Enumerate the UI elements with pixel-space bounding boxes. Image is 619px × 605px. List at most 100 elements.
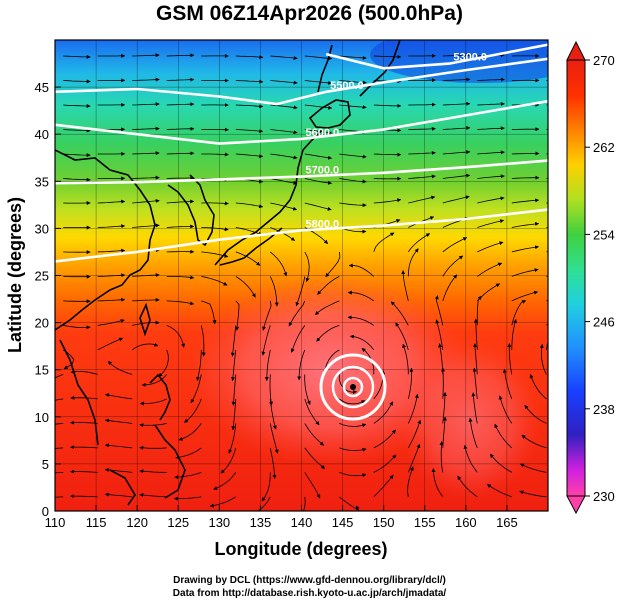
streamline xyxy=(339,472,367,478)
streamline xyxy=(174,472,202,480)
streamline xyxy=(262,300,272,331)
streamline xyxy=(347,315,375,326)
streamline xyxy=(158,349,169,377)
contour-line xyxy=(325,43,548,70)
streamline xyxy=(442,150,471,155)
streamline xyxy=(173,496,202,501)
streamline xyxy=(201,152,229,157)
streamline xyxy=(141,374,167,387)
streamline xyxy=(347,290,375,302)
streamline xyxy=(442,237,468,253)
contour-label: 5600.0 xyxy=(306,127,340,139)
streamline xyxy=(55,472,64,474)
y-tick-label: 5 xyxy=(42,457,49,472)
contour-line xyxy=(55,99,548,145)
streamline xyxy=(132,273,160,278)
height-contours: 5800.0 5700.0 5600.0 5500.0 5300.0 xyxy=(55,43,548,263)
streamline xyxy=(407,466,414,497)
contour-line xyxy=(55,159,548,185)
x-tick-label: 110 xyxy=(45,515,66,530)
streamline xyxy=(339,423,367,428)
streamline xyxy=(507,343,513,375)
streamline xyxy=(264,349,271,382)
x-axis: 110 115 120 125 130 135 140 145 150 155 160 165 xyxy=(45,505,518,530)
streamline xyxy=(201,300,217,325)
streamline xyxy=(139,398,167,406)
streamline xyxy=(166,224,195,229)
streamline xyxy=(297,349,306,381)
streamline xyxy=(442,77,471,82)
streamline xyxy=(511,319,517,350)
streamline xyxy=(175,447,202,460)
streamline xyxy=(395,322,409,351)
streamline xyxy=(269,423,279,454)
streamline xyxy=(70,369,98,375)
streamline xyxy=(131,342,159,351)
streamline xyxy=(408,150,436,155)
streamline xyxy=(270,178,298,185)
streamline xyxy=(304,178,332,185)
y-tick-label: 35 xyxy=(35,174,49,189)
streamline xyxy=(304,202,332,211)
streamline xyxy=(269,447,277,479)
streamline xyxy=(477,283,501,302)
streamline xyxy=(442,126,471,131)
streamline xyxy=(209,496,236,508)
grid-lines xyxy=(55,40,548,511)
streamline xyxy=(407,367,414,399)
y-tick-label: 10 xyxy=(35,410,49,425)
streamline xyxy=(339,153,367,159)
streamline xyxy=(339,104,367,110)
streamline xyxy=(519,490,547,498)
streamline xyxy=(270,104,298,110)
streamline xyxy=(63,128,91,133)
streamline xyxy=(348,263,375,277)
streamline xyxy=(471,392,478,424)
contour-label: 5300.0 xyxy=(453,52,487,64)
streamline xyxy=(220,447,237,474)
credit-data: Data from http://database.rish.kyoto-u.a… xyxy=(172,588,447,599)
streamline xyxy=(270,80,298,85)
y-tick-label: 40 xyxy=(35,127,49,142)
streamline xyxy=(511,198,540,204)
streamline xyxy=(473,318,478,350)
streamline xyxy=(139,469,167,474)
streamline xyxy=(55,398,64,401)
streamline xyxy=(339,55,367,60)
streamline xyxy=(63,153,91,158)
streamline xyxy=(477,101,505,106)
streamline xyxy=(314,300,340,316)
streamline xyxy=(303,496,306,511)
colorbar-bottom-arrow xyxy=(566,495,586,515)
streamline xyxy=(201,227,229,232)
streamline xyxy=(190,374,202,404)
streamline xyxy=(442,416,447,448)
streamlines xyxy=(55,53,548,511)
streamline xyxy=(434,295,444,326)
streamline xyxy=(139,445,167,450)
streamline xyxy=(477,174,505,179)
streamline xyxy=(97,273,126,278)
x-tick-label: 120 xyxy=(126,515,148,530)
streamline xyxy=(373,454,397,473)
streamline xyxy=(70,395,98,400)
streamline xyxy=(63,79,91,84)
coastline-kamchatka xyxy=(359,40,401,97)
streamline xyxy=(270,129,298,135)
streamline xyxy=(55,496,64,498)
streamline xyxy=(235,55,264,60)
streamline xyxy=(132,320,160,326)
streamline xyxy=(477,196,505,204)
streamline xyxy=(55,423,64,425)
streamline xyxy=(55,447,64,449)
streamline xyxy=(408,102,436,107)
streamline xyxy=(304,104,333,110)
streamline xyxy=(477,150,505,155)
streamline xyxy=(349,334,375,351)
y-tick-label: 15 xyxy=(35,363,49,378)
streamline xyxy=(304,129,333,135)
streamline xyxy=(511,245,539,253)
coastline-philippines xyxy=(154,424,186,499)
coastline-borneo xyxy=(109,469,136,506)
